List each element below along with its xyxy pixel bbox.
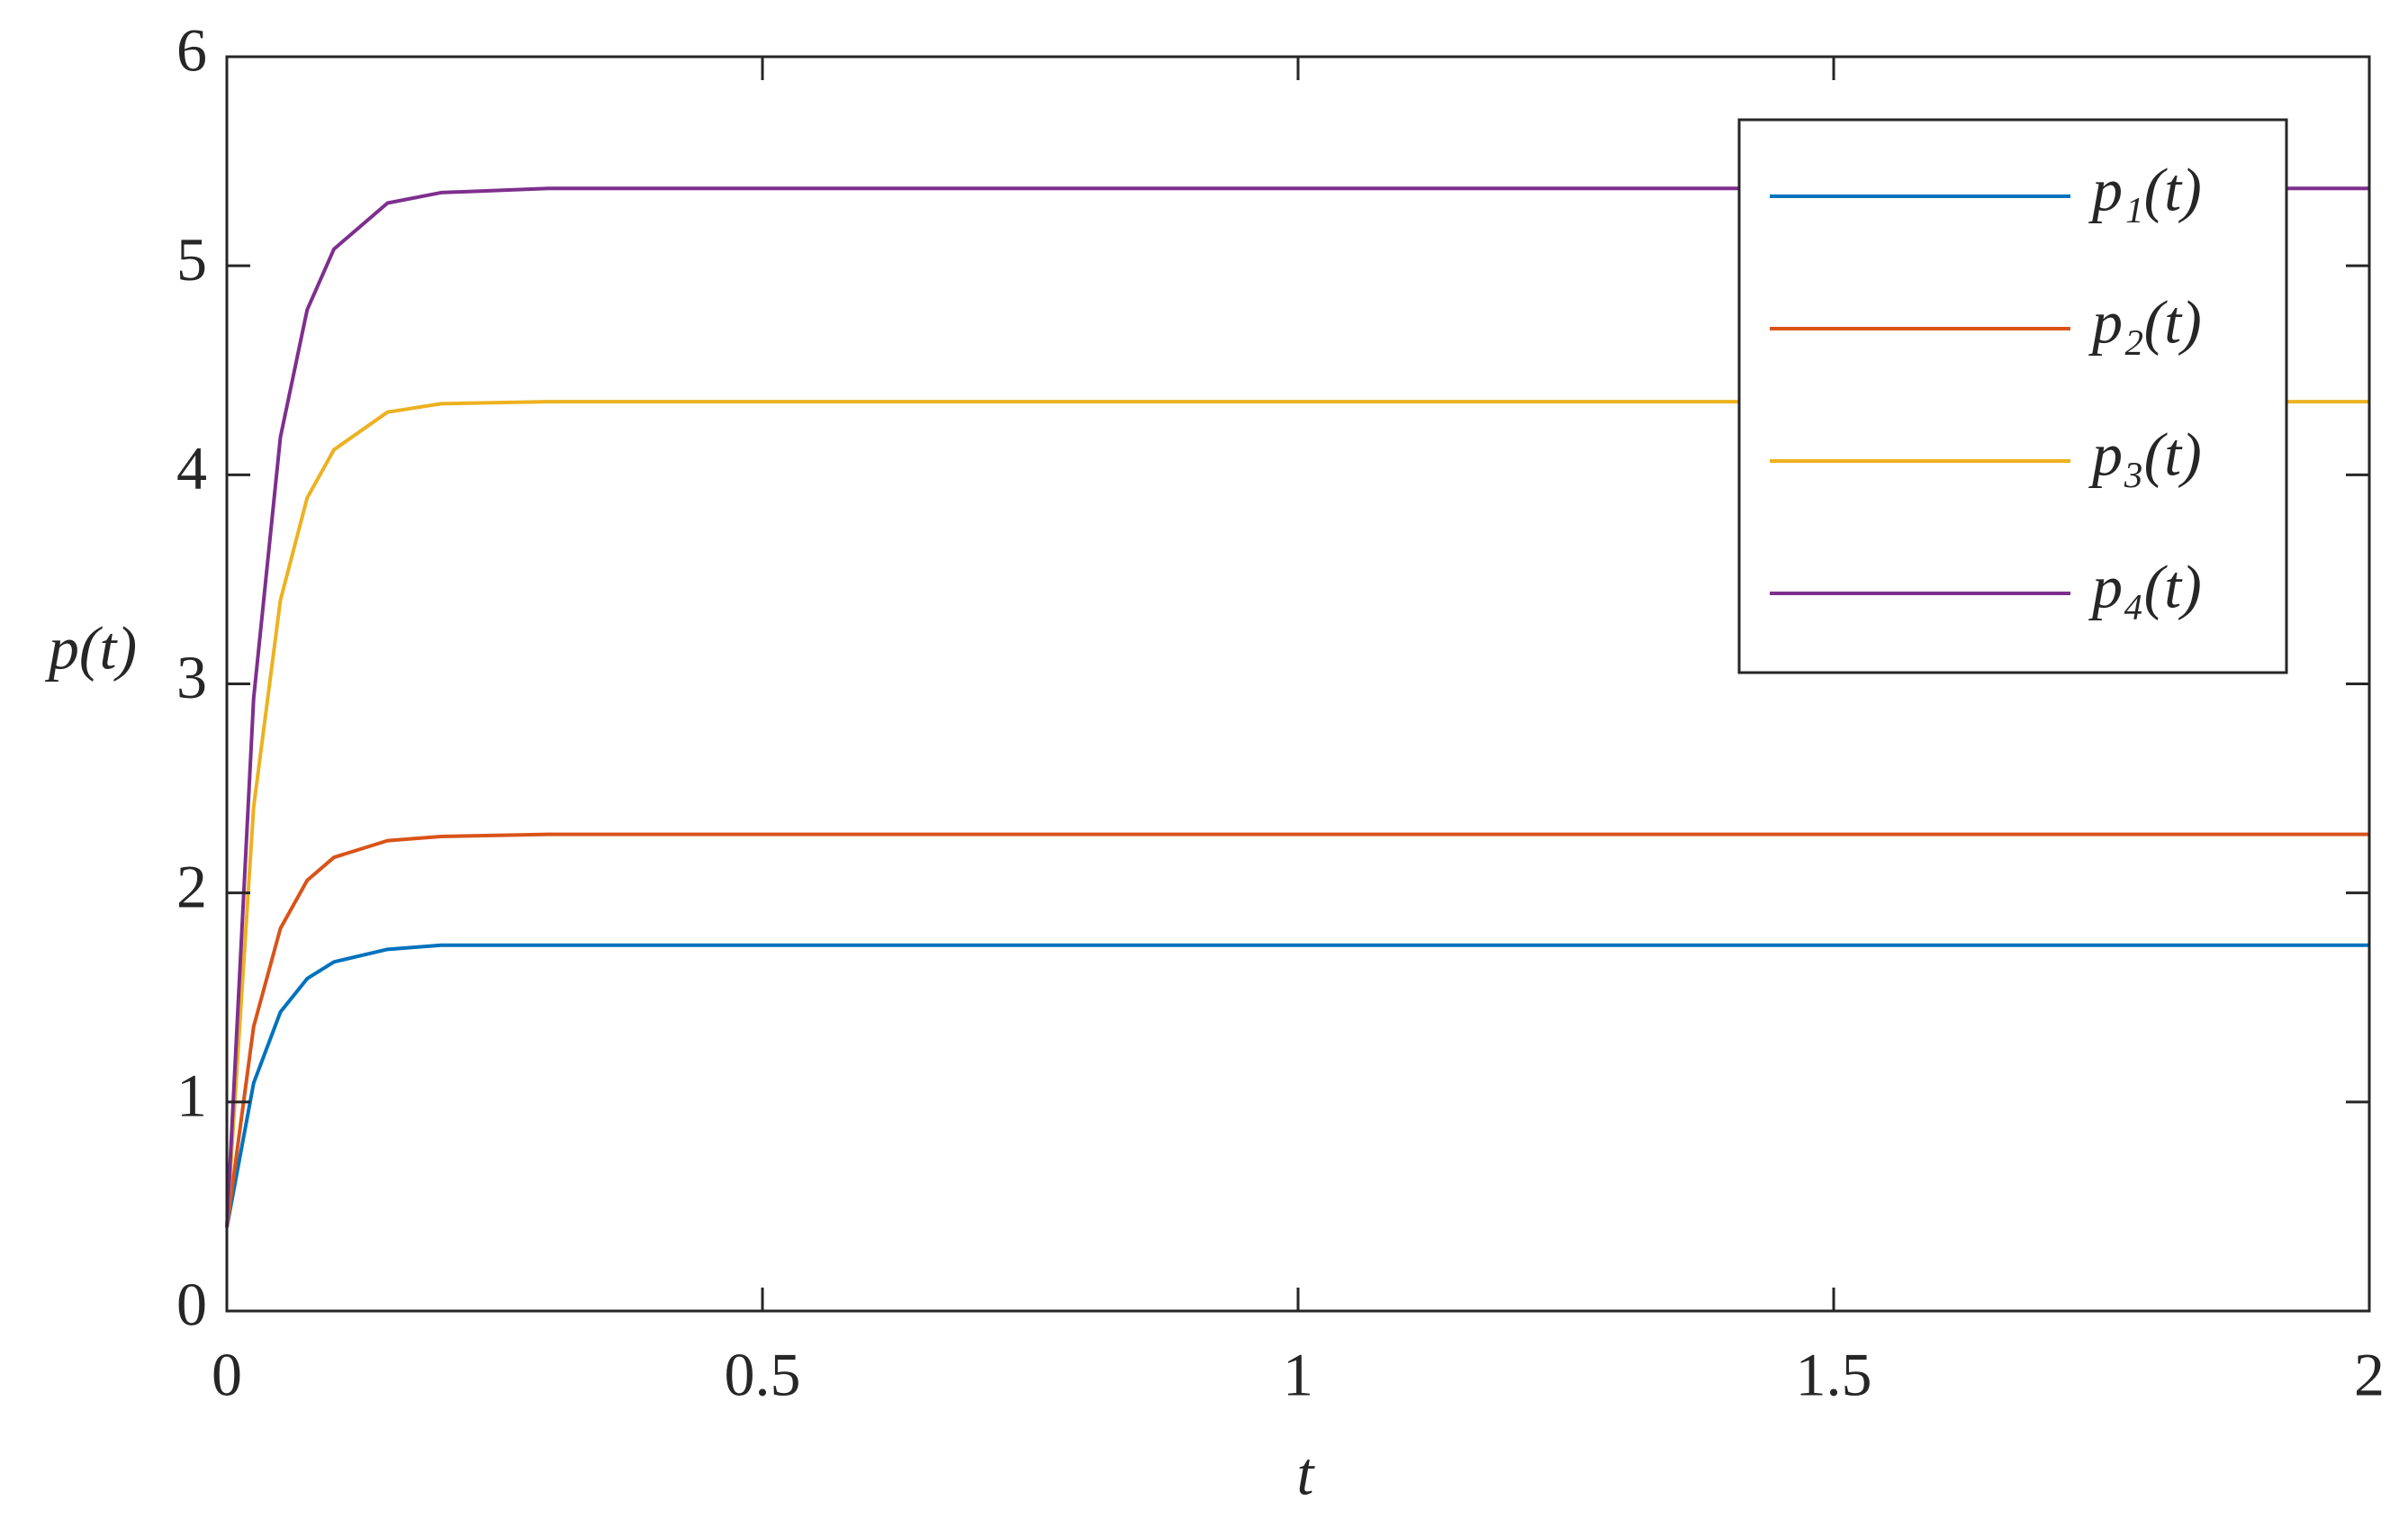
y-tick-label: 4 <box>176 434 207 502</box>
y-tick-label: 3 <box>176 643 207 711</box>
legend-label: p₄(t) <box>2088 553 2202 621</box>
y-tick-label: 1 <box>176 1061 207 1129</box>
x-tick-label: 0 <box>212 1341 242 1409</box>
data-line <box>225 400 2369 1228</box>
x-tick-label: 0.5 <box>725 1341 801 1409</box>
x-tick-label: 1.5 <box>1796 1341 1872 1409</box>
legend-label: p₃(t) <box>2088 420 2202 489</box>
y-axis-label: p(t) <box>45 614 137 683</box>
y-tick-label: 5 <box>176 225 207 294</box>
legend-label: p₁(t) <box>2088 156 2202 224</box>
x-tick-label: 2 <box>2354 1341 2385 1409</box>
y-tick-label: 0 <box>176 1270 207 1339</box>
plot-frame <box>225 55 2371 1313</box>
data-line <box>225 943 2369 1228</box>
data-line <box>225 186 2369 1228</box>
x-tick-label: 1 <box>1283 1341 1313 1409</box>
x-axis-label: t <box>1297 1440 1316 1508</box>
y-tick-label: 2 <box>176 852 207 920</box>
legend-box <box>1737 118 2288 674</box>
legend-label: p₂(t) <box>2088 288 2202 357</box>
y-tick-label: 6 <box>176 16 207 85</box>
data-line <box>225 832 2369 1228</box>
